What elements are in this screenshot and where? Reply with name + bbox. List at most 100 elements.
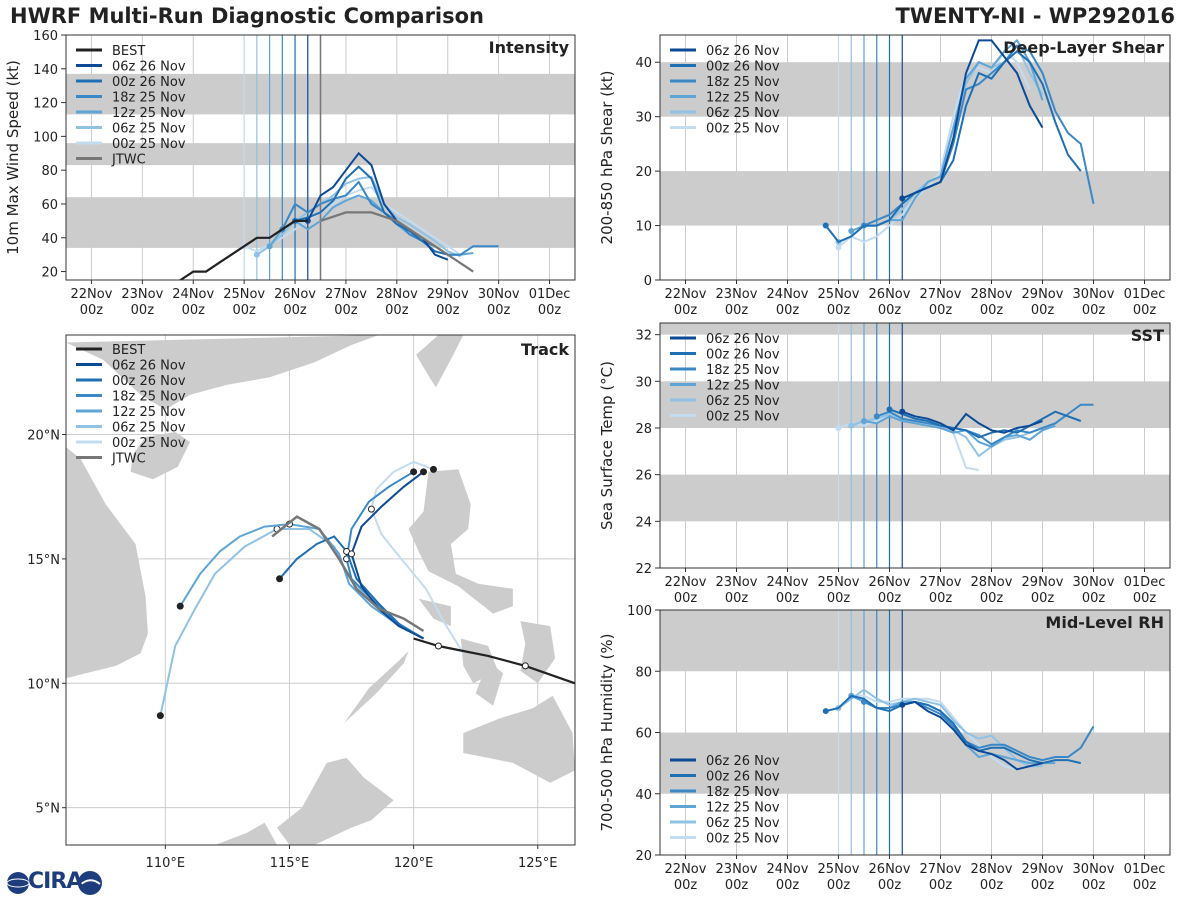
shear-legend-label: 18z 25 Nov: [706, 75, 780, 90]
land-sarawak: [215, 822, 277, 845]
track-best-marker: [521, 662, 529, 670]
sst-xtick-hour: 00z: [1031, 591, 1055, 606]
land-mindoro: [418, 598, 451, 627]
sst-ytick-label: 24: [635, 515, 652, 530]
sst-band: [660, 323, 1170, 335]
track-xtick-label: 110°E: [146, 856, 186, 871]
sst-ytick-label: 28: [635, 422, 652, 437]
rh-title: Mid-Level RH: [1045, 613, 1164, 632]
rh-xtick-hour: 00z: [980, 878, 1004, 893]
sst-band: [660, 474, 1170, 522]
track-marker-end: [420, 468, 428, 476]
sst-xtick-hour: 00z: [929, 591, 953, 606]
intensity-xtick-hour: 00z: [334, 303, 358, 318]
rh-xtick-date: 24Nov: [767, 862, 809, 877]
rh-xtick-hour: 00z: [1031, 878, 1055, 893]
figure-title: HWRF Multi-Run Diagnostic Comparison: [10, 4, 485, 28]
track-forecast-5: [370, 460, 465, 654]
shear-xtick-hour: 00z: [1082, 303, 1106, 318]
shear-series-start: [822, 222, 829, 229]
intensity-xtick-date: 25Nov: [223, 287, 265, 302]
shear-xtick-hour: 00z: [878, 303, 902, 318]
sst-series-2: [876, 403, 1094, 446]
sst-panel: 22242628303222Nov00z23Nov00z24Nov00z25No…: [598, 322, 1171, 606]
track-legend-label: 18z 25 Nov: [112, 390, 186, 405]
sst-legend-label: 00z 26 Nov: [706, 348, 780, 363]
sst-xtick-hour: 00z: [827, 591, 851, 606]
track-marker-end: [156, 712, 164, 720]
track-best-line: [413, 637, 575, 685]
shear-legend-label: 06z 26 Nov: [706, 44, 780, 59]
track-marker-open: [348, 550, 356, 558]
shear-xtick-hour: 00z: [1031, 303, 1055, 318]
shear-series-start: [899, 195, 906, 202]
intensity-series-1: [294, 165, 449, 256]
intensity-series-4: [256, 175, 461, 258]
rh-ytick-label: 40: [635, 788, 652, 803]
sst-xtick-date: 28Nov: [971, 575, 1013, 590]
rh-legend-label: 12z 25 Nov: [706, 801, 780, 816]
sst-legend-label: 06z 25 Nov: [706, 394, 780, 409]
sst-xtick-hour: 00z: [674, 591, 698, 606]
sst-frame: [659, 322, 1171, 569]
track-legend-label: 06z 25 Nov: [112, 421, 186, 436]
sst-ylabel: Sea Surface Temp (°C): [598, 361, 616, 530]
sst-series-start: [886, 406, 893, 413]
land-borneo: [277, 757, 394, 845]
shear-legend-label: 06z 25 Nov: [706, 106, 780, 121]
land-luzon: [408, 469, 513, 614]
track-jtwc-line: [271, 515, 425, 633]
shear-xtick-date: 01Dec: [1124, 287, 1166, 302]
rh-xtick-hour: 00z: [1133, 878, 1157, 893]
rh-ytick-label: 60: [635, 727, 652, 742]
intensity-ytick-label: 100: [33, 130, 58, 145]
shear-title: Deep-Layer Shear: [1003, 38, 1164, 57]
shear-series-0: [901, 39, 1044, 200]
intensity-panel: 2040608010012014016022Nov00z23Nov00z24No…: [4, 29, 576, 318]
land-hainan: [130, 432, 191, 480]
sst-series-0: [901, 410, 1043, 434]
intensity-xtick-hour: 00z: [436, 303, 460, 318]
rh-series-start: [899, 701, 906, 708]
rh-series-0: [902, 700, 1043, 771]
track-marker-end: [410, 468, 418, 476]
track-ytick-label: 10°N: [27, 677, 60, 692]
logo-globe-icon: [6, 871, 102, 895]
rh-xtick-hour: 00z: [878, 878, 902, 893]
sst-series-3: [863, 415, 1056, 448]
rh-ytick-label: 80: [635, 665, 652, 680]
intensity-xtick-date: 22Nov: [70, 287, 112, 302]
shear-xtick-hour: 00z: [929, 303, 953, 318]
intensity-series-0: [306, 151, 449, 261]
shear-xtick-hour: 00z: [674, 303, 698, 318]
track-legend-label: 00z 26 Nov: [112, 374, 186, 389]
shear-frame: [659, 34, 1171, 281]
shear-xtick-hour: 00z: [776, 303, 800, 318]
track-legend-label: BEST: [112, 343, 145, 358]
track-title: Track: [521, 340, 569, 359]
shear-legend-label: 12z 25 Nov: [706, 91, 780, 106]
sst-ytick-label: 26: [635, 469, 652, 484]
intensity-xtick-hour: 00z: [131, 303, 155, 318]
rh-xtick-date: 25Nov: [818, 862, 860, 877]
rh-ytick-label: 20: [635, 849, 652, 864]
rh-series-4: [837, 688, 1043, 768]
track-legend-label: 12z 25 Nov: [112, 405, 186, 420]
track-ytick-label: 20°N: [27, 429, 60, 444]
shear-xtick-hour: 00z: [980, 303, 1004, 318]
rh-series-5: [837, 694, 1031, 771]
sst-ytick-label: 22: [635, 562, 652, 577]
rh-xtick-date: 23Nov: [716, 862, 758, 877]
intensity-xtick-date: 24Nov: [172, 287, 214, 302]
shear-xtick-date: 29Nov: [1022, 287, 1064, 302]
rh-xtick-hour: 00z: [827, 878, 851, 893]
sst-ytick-label: 30: [635, 375, 652, 390]
land-south-china: [66, 335, 379, 410]
intensity-ytick-label: 140: [33, 63, 58, 78]
track-legend-label: 06z 26 Nov: [112, 359, 186, 374]
cira-logo: CIRA: [4, 868, 108, 898]
intensity-xtick-date: 30Nov: [478, 287, 520, 302]
intensity-xtick-date: 23Nov: [121, 287, 163, 302]
intensity-series-start: [266, 243, 273, 250]
track-xtick-label: 125°E: [518, 856, 558, 871]
